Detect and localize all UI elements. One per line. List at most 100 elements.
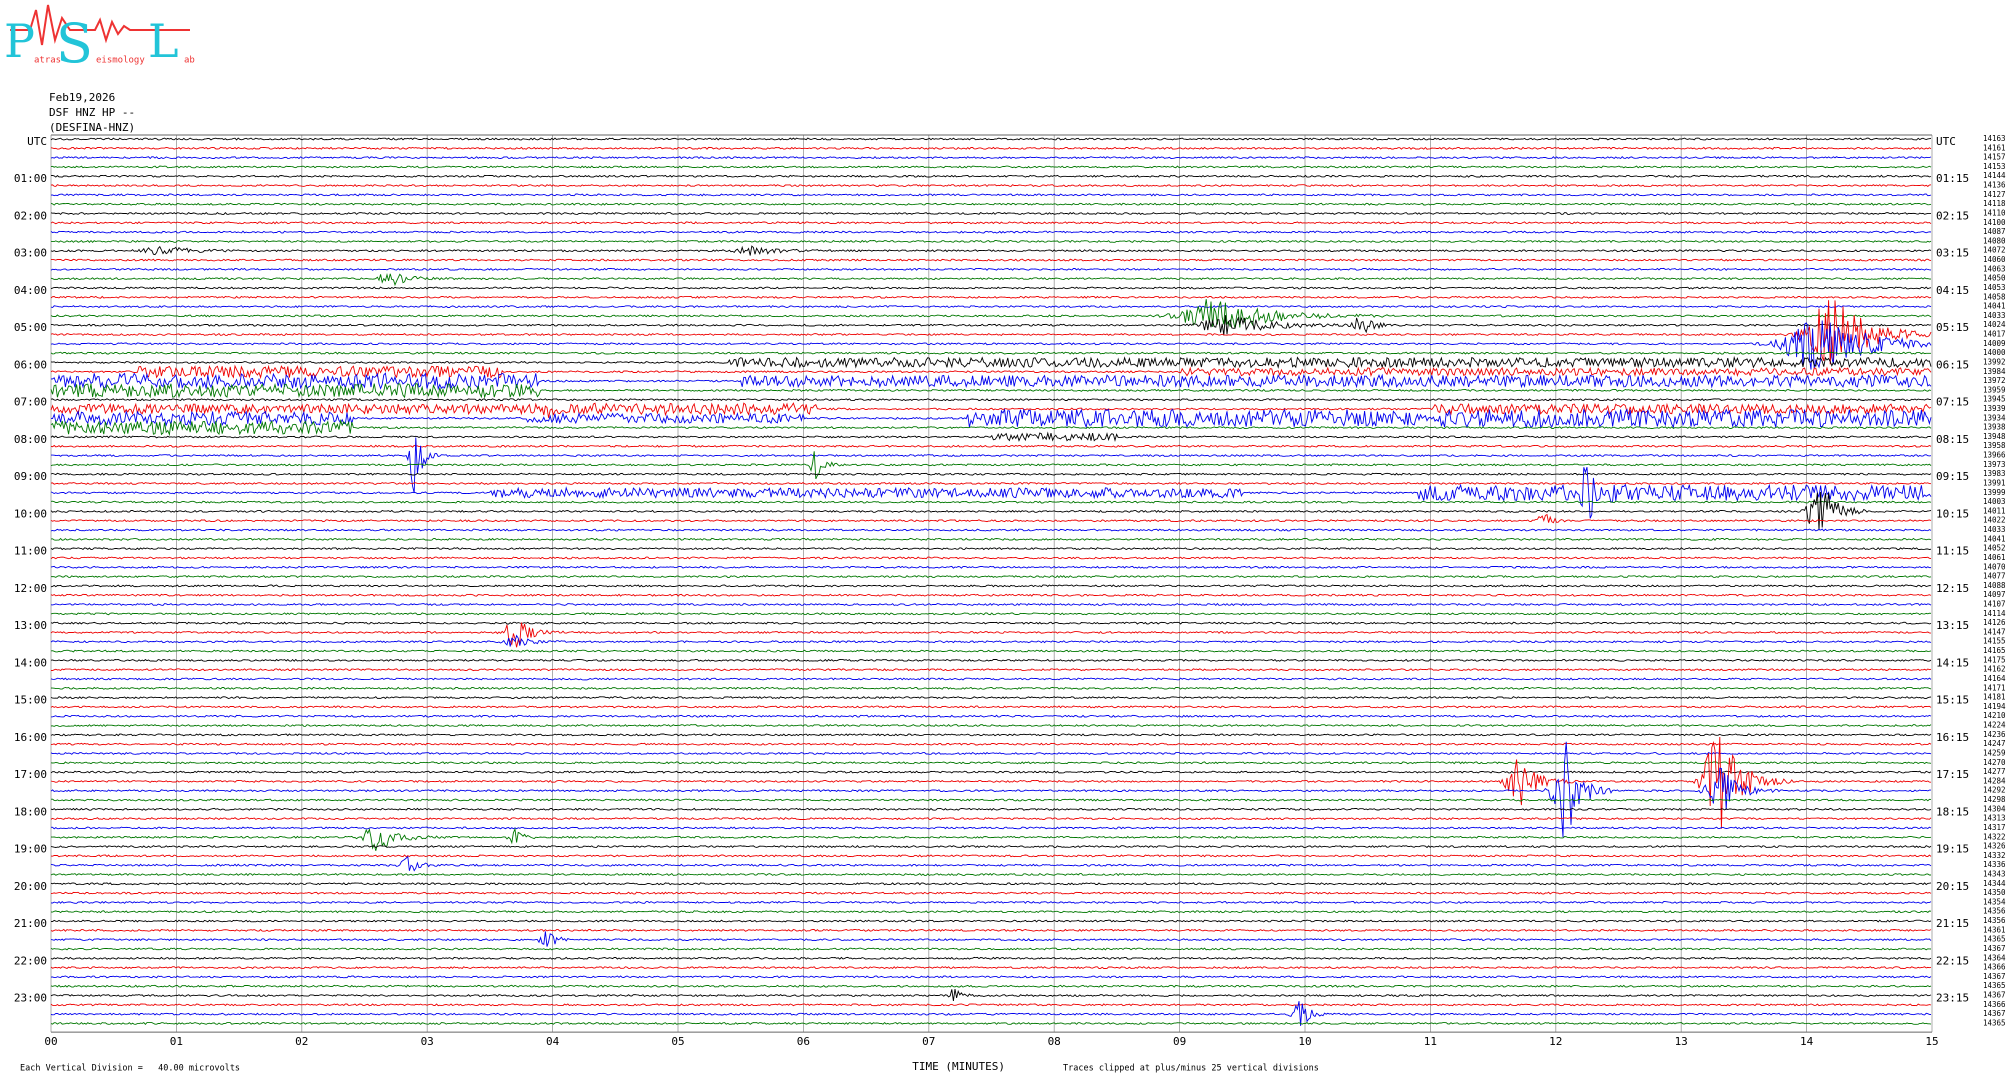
hour-label: UTC	[1936, 135, 1956, 148]
row-count: 14127	[1983, 190, 2006, 199]
row-count: 14155	[1983, 637, 2006, 646]
row-count: 14313	[1983, 814, 2006, 823]
row-count: 14367	[1983, 1009, 2006, 1018]
trace	[50, 466, 1932, 519]
trace	[50, 444, 1932, 448]
x-tick-label: 11	[1424, 1035, 1437, 1048]
trace	[50, 1003, 1932, 1007]
trace	[51, 258, 1932, 262]
trace	[50, 931, 1932, 947]
hour-label: 06:00	[14, 358, 47, 371]
hour-label: 23:00	[14, 992, 47, 1005]
row-count: 14361	[1983, 925, 2006, 934]
row-count: 14144	[1983, 171, 2006, 180]
hour-label: 15:00	[14, 694, 47, 707]
trace	[50, 174, 1932, 178]
trace	[50, 882, 1932, 886]
trace	[50, 245, 1932, 256]
row-count: 14164	[1983, 674, 2006, 683]
hour-label: 16:00	[14, 731, 47, 744]
hour-label: 01:15	[1936, 172, 1969, 185]
trace	[50, 928, 1932, 932]
trace	[50, 513, 1932, 524]
trace	[50, 602, 1932, 607]
trace	[50, 239, 1932, 243]
trace	[50, 315, 1932, 336]
labels: 00 01 02 03 04 05 06 07 08 09 10 11 12 13 14 15 UTC 01:00…	[14, 134, 2006, 1048]
row-count: 14163	[1983, 134, 2006, 143]
trace	[50, 584, 1932, 588]
trace	[50, 593, 1932, 597]
grid	[50, 134, 1933, 1033]
station-name: (DESFINA-HNZ)	[49, 121, 135, 134]
trace	[50, 723, 1932, 728]
row-count: 14367	[1983, 972, 2006, 981]
row-count: 14041	[1983, 534, 2006, 543]
x-tick-label: 00	[44, 1035, 57, 1048]
logo-text: ab	[184, 56, 195, 66]
hour-label: 10:00	[14, 507, 47, 520]
row-count: 14354	[1983, 897, 2006, 906]
row-count: 14100	[1983, 218, 2006, 227]
trace	[50, 634, 1932, 647]
hour-label: 12:00	[14, 582, 47, 595]
row-count: 14033	[1983, 311, 2006, 320]
hour-label: 03:00	[14, 247, 47, 260]
hour-label: 18:15	[1936, 805, 1969, 818]
row-count: 14171	[1983, 683, 2006, 692]
hour-label: 05:15	[1936, 321, 1969, 334]
trace	[50, 741, 1931, 838]
row-count: 14181	[1983, 693, 2006, 702]
trace	[50, 305, 1932, 309]
row-count: 14052	[1983, 544, 2006, 553]
logo-text: eismology	[96, 56, 145, 66]
hour-label: 02:00	[14, 209, 47, 222]
hour-label: 02:15	[1936, 209, 1969, 222]
hour-label: 18:00	[14, 805, 47, 818]
trace	[50, 677, 1932, 681]
row-count: 14304	[1983, 804, 2006, 813]
row-count: 14053	[1983, 283, 2006, 292]
row-count: 13973	[1983, 460, 2006, 469]
logo-letter: P	[4, 14, 35, 68]
trace	[50, 165, 1932, 169]
hour-label: 17:00	[14, 768, 47, 781]
row-count: 14270	[1983, 758, 2006, 767]
hour-label: 09:00	[14, 470, 47, 483]
trace	[50, 975, 1932, 979]
trace	[50, 398, 1932, 402]
row-count: 14364	[1983, 953, 2006, 962]
row-count: 14060	[1983, 255, 2006, 264]
x-tick-label: 09	[1173, 1035, 1186, 1048]
trace	[50, 827, 1932, 851]
logo-letter: L	[148, 14, 179, 68]
hour-label: 22:00	[14, 954, 47, 967]
row-count: 14033	[1983, 525, 2006, 534]
row-count: 14343	[1983, 869, 2006, 878]
trace	[50, 714, 1932, 718]
trace	[50, 817, 1932, 821]
trace	[50, 966, 1932, 970]
x-tick-label: 02	[295, 1035, 308, 1048]
logo-wave	[10, 4, 190, 46]
trace	[50, 528, 1932, 532]
hour-label: 08:00	[14, 433, 47, 446]
hour-label: 06:15	[1936, 358, 1969, 371]
row-count: 14061	[1983, 553, 2006, 562]
row-count: 14050	[1983, 274, 2006, 283]
x-tick-label: 13	[1675, 1035, 1688, 1048]
row-count: 14247	[1983, 739, 2006, 748]
row-count: 14080	[1983, 236, 2006, 245]
trace	[50, 575, 1932, 579]
trace	[50, 761, 1932, 765]
hour-label: 12:15	[1936, 582, 1969, 595]
hour-label: 09:15	[1936, 470, 1969, 483]
row-count: 14326	[1983, 842, 2006, 851]
row-count: 14070	[1983, 562, 2006, 571]
hour-label: 16:15	[1936, 731, 1969, 744]
station: DSF HNZ HP --	[49, 106, 135, 119]
trace	[50, 705, 1932, 709]
hour-label: 14:00	[14, 656, 47, 669]
row-count: 13991	[1983, 478, 2006, 487]
